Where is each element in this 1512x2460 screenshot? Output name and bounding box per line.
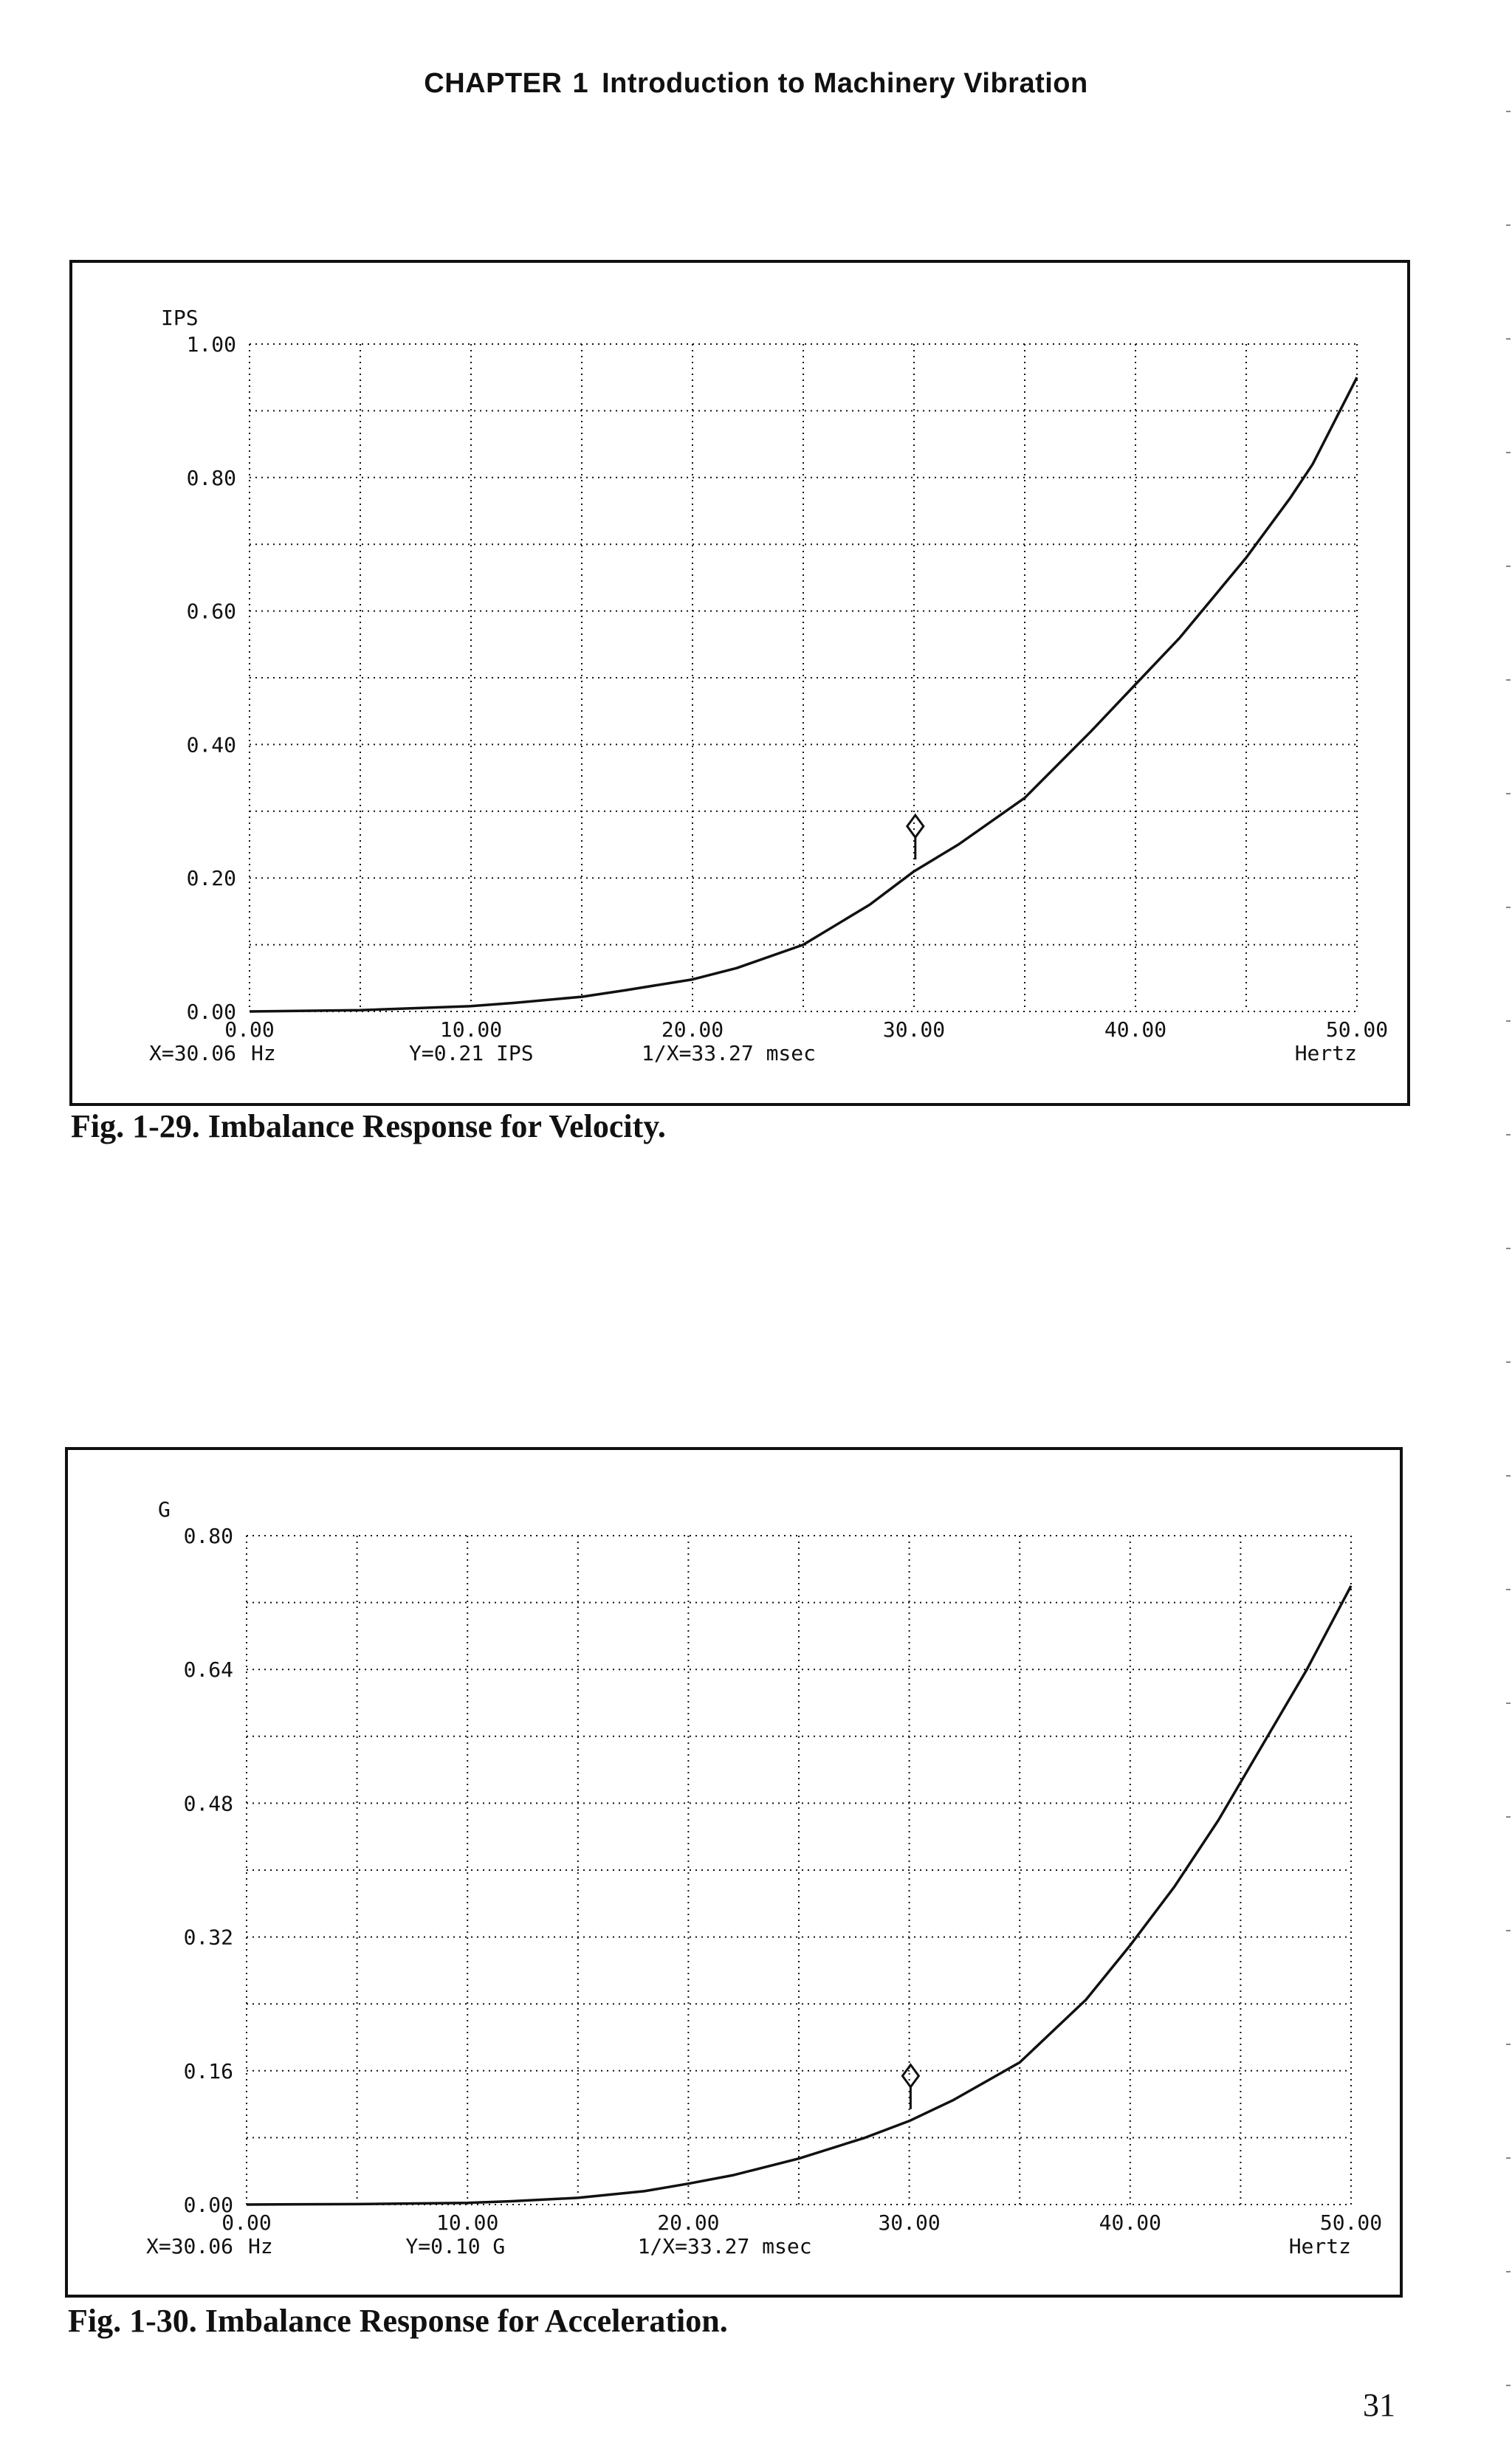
y-tick-label: 0.60 xyxy=(187,599,236,624)
chapter-number: 1 xyxy=(572,68,589,99)
y-tick-label: 0.20 xyxy=(187,866,236,890)
chapter-title: Introduction to Machinery Vibration xyxy=(602,68,1088,99)
x-tick-label: 30.00 xyxy=(878,2210,940,2235)
edge-mark xyxy=(1506,2044,1511,2045)
edge-mark xyxy=(1506,1134,1511,1135)
edge-mark xyxy=(1506,566,1511,567)
y-tick-label: 0.16 xyxy=(184,2059,233,2083)
edge-mark xyxy=(1506,1020,1511,1022)
x-tick-label: 50.00 xyxy=(1326,1017,1388,1042)
response-curve-line xyxy=(249,377,1358,1013)
edge-mark xyxy=(1506,1816,1511,1818)
page-header: CHAPTER 1 Introduction to Machinery Vibrat… xyxy=(0,68,1512,100)
x-tick-label: 10.00 xyxy=(436,2210,498,2235)
cursor-inverse-readout: 1/X=33.27 msec xyxy=(642,1041,816,1065)
edge-mark xyxy=(1506,1475,1511,1477)
velocity-chart-frame: 0.00 0.20 0.40 0.60 0.80 1.00 IPS 0.00 10.00 20.0… xyxy=(69,260,1410,1106)
figure-caption-acceleration: Fig. 1-30. Imbalance Response for Accele… xyxy=(68,2303,728,2339)
x-tick-label: 40.00 xyxy=(1104,1017,1166,1042)
y-tick-label: 0.00 xyxy=(187,1000,236,1024)
response-curve-line xyxy=(246,1585,1353,2206)
y-tick-label: 1.00 xyxy=(187,332,236,357)
edge-mark xyxy=(1506,793,1511,794)
edge-mark xyxy=(1506,1703,1511,1704)
y-tick-label: 0.80 xyxy=(187,466,236,490)
y-tick-label: 0.48 xyxy=(184,1791,233,1815)
cursor-x-readout: X=30.06 xyxy=(149,1041,236,1065)
chapter-label: CHAPTER xyxy=(424,68,563,99)
x-tick-label: 20.00 xyxy=(662,1017,724,1042)
edge-mark xyxy=(1506,1361,1511,1363)
edge-mark xyxy=(1506,111,1511,112)
acceleration-chart-frame: 0.00 0.16 0.32 0.48 0.64 0.80 G 0.00 10.00 20.00 3… xyxy=(65,1447,1403,2298)
figure-caption-velocity: Fig. 1-29. Imbalance Response for Veloci… xyxy=(71,1108,666,1144)
cursor-y-readout: Y=0.10 G xyxy=(405,2234,505,2258)
cursor-marker xyxy=(905,813,925,860)
x-axis-label: Hertz xyxy=(1295,1041,1357,1065)
cursor-x-readout: X=30.06 xyxy=(146,2234,233,2258)
cursor-y-readout: Y=0.21 IPS xyxy=(409,1041,534,1065)
cursor-marker-diamond xyxy=(905,813,925,839)
cursor-inverse-readout: 1/X=33.27 msec xyxy=(638,2234,812,2258)
edge-mark xyxy=(1506,224,1511,226)
y-tick-label: 0.40 xyxy=(187,732,236,757)
x-tick-label: 50.00 xyxy=(1320,2210,1382,2235)
y-tick-label: 0.64 xyxy=(184,1657,233,1682)
edge-mark xyxy=(1506,338,1511,340)
x-tick-label: 30.00 xyxy=(883,1017,945,1042)
x-tick-label: 10.00 xyxy=(440,1017,502,1042)
edge-mark xyxy=(1506,452,1511,453)
x-tick-label: 0.00 xyxy=(221,2210,271,2235)
cursor-marker-diamond xyxy=(901,2063,921,2089)
edge-mark xyxy=(1506,679,1511,681)
y-tick-label: 0.80 xyxy=(184,1524,233,1548)
y-tick-label: 0.32 xyxy=(184,1925,233,1950)
cursor-x-unit: Hz xyxy=(251,1041,276,1065)
cursor-marker xyxy=(901,2063,921,2109)
y-axis-label: G xyxy=(158,1497,171,1522)
x-tick-label: 0.00 xyxy=(224,1017,274,1042)
edge-mark xyxy=(1506,2157,1511,2159)
edge-mark xyxy=(1506,2385,1511,2386)
cursor-x-unit: Hz xyxy=(248,2234,273,2258)
y-axis-label: IPS xyxy=(161,306,199,330)
x-tick-label: 40.00 xyxy=(1099,2210,1161,2235)
x-axis-label: Hertz xyxy=(1289,2234,1351,2258)
x-tick-label: 20.00 xyxy=(657,2210,719,2235)
acceleration-chart: 0.00 0.16 0.32 0.48 0.64 0.80 G 0.00 10.00 20.00 3… xyxy=(146,1497,1382,2258)
edge-mark xyxy=(1506,1589,1511,1590)
edge-mark xyxy=(1506,1930,1511,1931)
page-edge-marks xyxy=(1506,0,1512,2460)
edge-mark xyxy=(1506,1248,1511,1249)
y-tick-label: 0.00 xyxy=(184,2193,233,2217)
edge-mark xyxy=(1506,2271,1511,2272)
edge-mark xyxy=(1506,907,1511,908)
page-number: 31 xyxy=(1363,2387,1395,2423)
